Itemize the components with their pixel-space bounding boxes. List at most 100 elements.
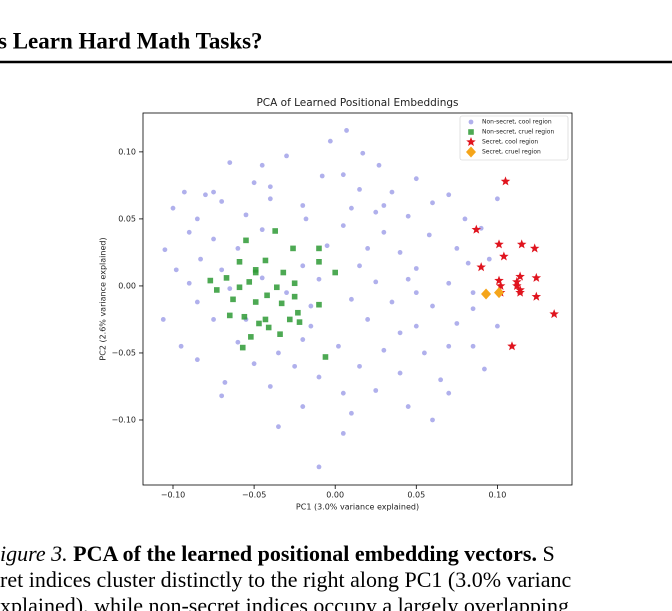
point [292,363,298,369]
point [529,243,540,253]
point [262,316,269,323]
point [252,299,259,305]
point [194,299,200,305]
point [284,290,289,296]
point [295,309,301,316]
point [227,286,233,292]
point [267,184,273,190]
point [259,227,265,233]
point [236,284,243,291]
point [226,312,233,319]
point [332,269,338,276]
point [316,276,322,282]
point [381,203,387,208]
point [494,323,500,329]
point [243,212,249,218]
point [316,374,322,380]
point [272,228,278,234]
x-tick-label: −0.05 [242,491,267,500]
point [340,172,346,178]
point [291,280,298,287]
caption-line: xplained), while non-secret indices occu… [0,593,569,611]
point [494,275,504,285]
point [515,287,525,297]
point [300,404,306,409]
point [267,384,273,389]
point [397,330,403,336]
point [246,279,253,285]
point [470,290,476,296]
point [300,263,306,269]
point [340,390,346,396]
point [267,196,273,202]
point [277,331,283,337]
point [256,320,262,327]
point [284,153,289,159]
point [405,276,411,282]
caption-label: igure 3. [0,541,68,566]
point [219,267,225,273]
point [516,239,527,249]
point [203,192,208,198]
point [276,350,281,356]
point [239,344,246,351]
point [219,393,225,399]
point [376,162,382,168]
legend-marker [466,146,476,158]
point [213,287,220,293]
point [465,260,471,266]
point [264,292,270,299]
point [160,317,166,322]
legend-marker [468,119,474,125]
caption-line: ret indices cluster distinctly to the ri… [0,567,571,592]
point [389,299,395,305]
caption-text: S [542,541,554,566]
point [259,162,265,168]
point [322,354,329,360]
point [235,245,241,251]
point [170,205,176,211]
point [531,291,542,301]
point [405,404,411,409]
point [549,309,559,319]
y-tick-label: 0.00 [118,281,136,290]
point [300,337,306,342]
point [259,275,265,281]
point [291,293,298,300]
point [486,256,492,262]
y-tick-label: 0.05 [118,214,136,223]
point [300,203,306,208]
point [248,334,254,340]
point [316,259,322,265]
point [499,251,509,261]
point [446,192,452,198]
point [222,380,228,385]
point [438,377,444,383]
point [230,296,236,303]
point [211,317,216,322]
x-tick-label: −0.10 [161,491,186,500]
point [373,279,379,285]
point [500,176,511,186]
legend-marker [468,129,474,135]
point [512,280,522,290]
point [194,216,200,222]
point [413,266,419,271]
y-tick-label: −0.05 [111,348,136,357]
point [471,224,482,234]
point [251,361,257,367]
point [446,280,452,286]
point [324,243,330,249]
legend-label: Secret, cool region [482,139,538,146]
point [319,173,325,179]
x-tick-label: 0.05 [407,491,425,500]
point [454,321,460,326]
point [349,205,354,211]
point [413,176,419,182]
point [316,245,322,252]
legend-label: Non-secret, cool region [482,119,552,126]
point [430,200,435,206]
point [430,303,435,309]
point [482,366,487,372]
point [495,280,506,290]
